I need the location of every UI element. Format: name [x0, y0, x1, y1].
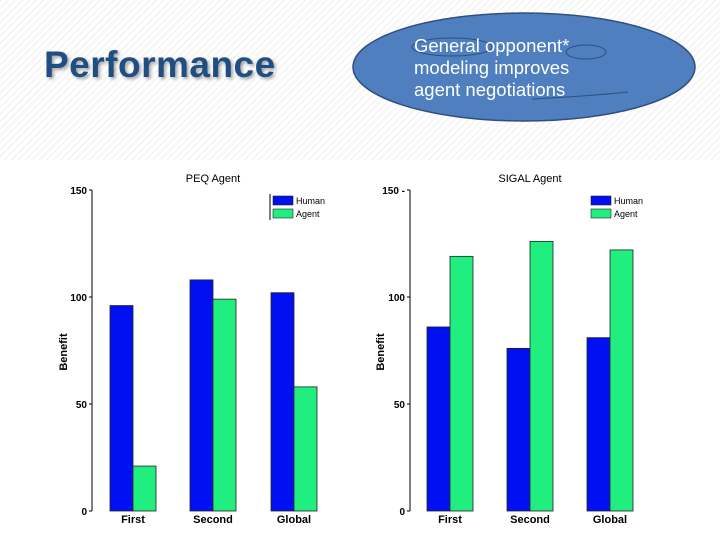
y-axis-label: Benefit — [375, 333, 387, 371]
bar-human-global — [586, 337, 611, 512]
x-tick-label: Second — [193, 514, 233, 526]
bar-agent-first — [449, 255, 474, 512]
callout-line-1: General opponent* — [414, 35, 570, 56]
legend-label-human: Human — [614, 196, 643, 206]
bar-agent-second — [529, 240, 554, 512]
slide-title: Performance — [44, 44, 276, 85]
legend: Human Agent — [269, 194, 325, 220]
y-tick-label: 0 — [81, 507, 87, 518]
bar-agent-first — [132, 465, 157, 512]
legend: Human Agent — [590, 195, 643, 219]
callout-line-3: agent negotiations — [414, 79, 566, 100]
chart-2: SIGAL Agent Benefit 0 50 100 150 - First Second… — [375, 173, 643, 526]
y-tick-label: 150 - — [382, 186, 405, 197]
x-tick-label: Global — [277, 514, 311, 526]
x-tick-label: Global — [593, 514, 627, 526]
bar-human-global — [270, 292, 295, 512]
bar-human-first — [426, 326, 451, 512]
x-tick-label: First — [121, 514, 145, 526]
bar-human-second — [189, 279, 214, 512]
chart-title: SIGAL Agent — [498, 173, 561, 185]
legend-label-agent: Agent — [614, 209, 638, 219]
y-tick-label: 150 — [70, 186, 87, 197]
chart-title: PEQ Agent — [186, 173, 240, 185]
legend-swatch-human — [590, 195, 612, 206]
callout-text: General opponent* modeling improves agen… — [414, 35, 644, 101]
y-tick-label: 100 — [70, 293, 87, 304]
bar-agent-second — [212, 298, 237, 512]
bar-agent-global — [609, 249, 634, 512]
x-tick-label: First — [438, 514, 462, 526]
legend-swatch-agent — [272, 208, 294, 219]
bar-human-second — [506, 347, 531, 512]
y-axis-label: Benefit — [58, 333, 70, 371]
bar-agent-global — [293, 386, 318, 512]
x-tick-label: Second — [510, 514, 550, 526]
y-tick-label: 0 — [399, 507, 405, 518]
bar-human-first — [109, 305, 134, 512]
legend-swatch-human — [272, 195, 294, 206]
callout-line-2: modeling improves — [414, 57, 570, 78]
legend-swatch-agent — [590, 208, 612, 219]
y-tick-label: 50 — [394, 400, 406, 411]
legend-label-human: Human — [296, 196, 325, 206]
chart-1: PEQ Agent Benefit 0 50 100 150 First Second Glob… — [58, 173, 325, 526]
legend-label-agent: Agent — [296, 209, 320, 219]
y-tick-label: 100 — [388, 293, 405, 304]
y-tick-label: 50 — [76, 400, 88, 411]
callout-bubble — [352, 12, 696, 122]
